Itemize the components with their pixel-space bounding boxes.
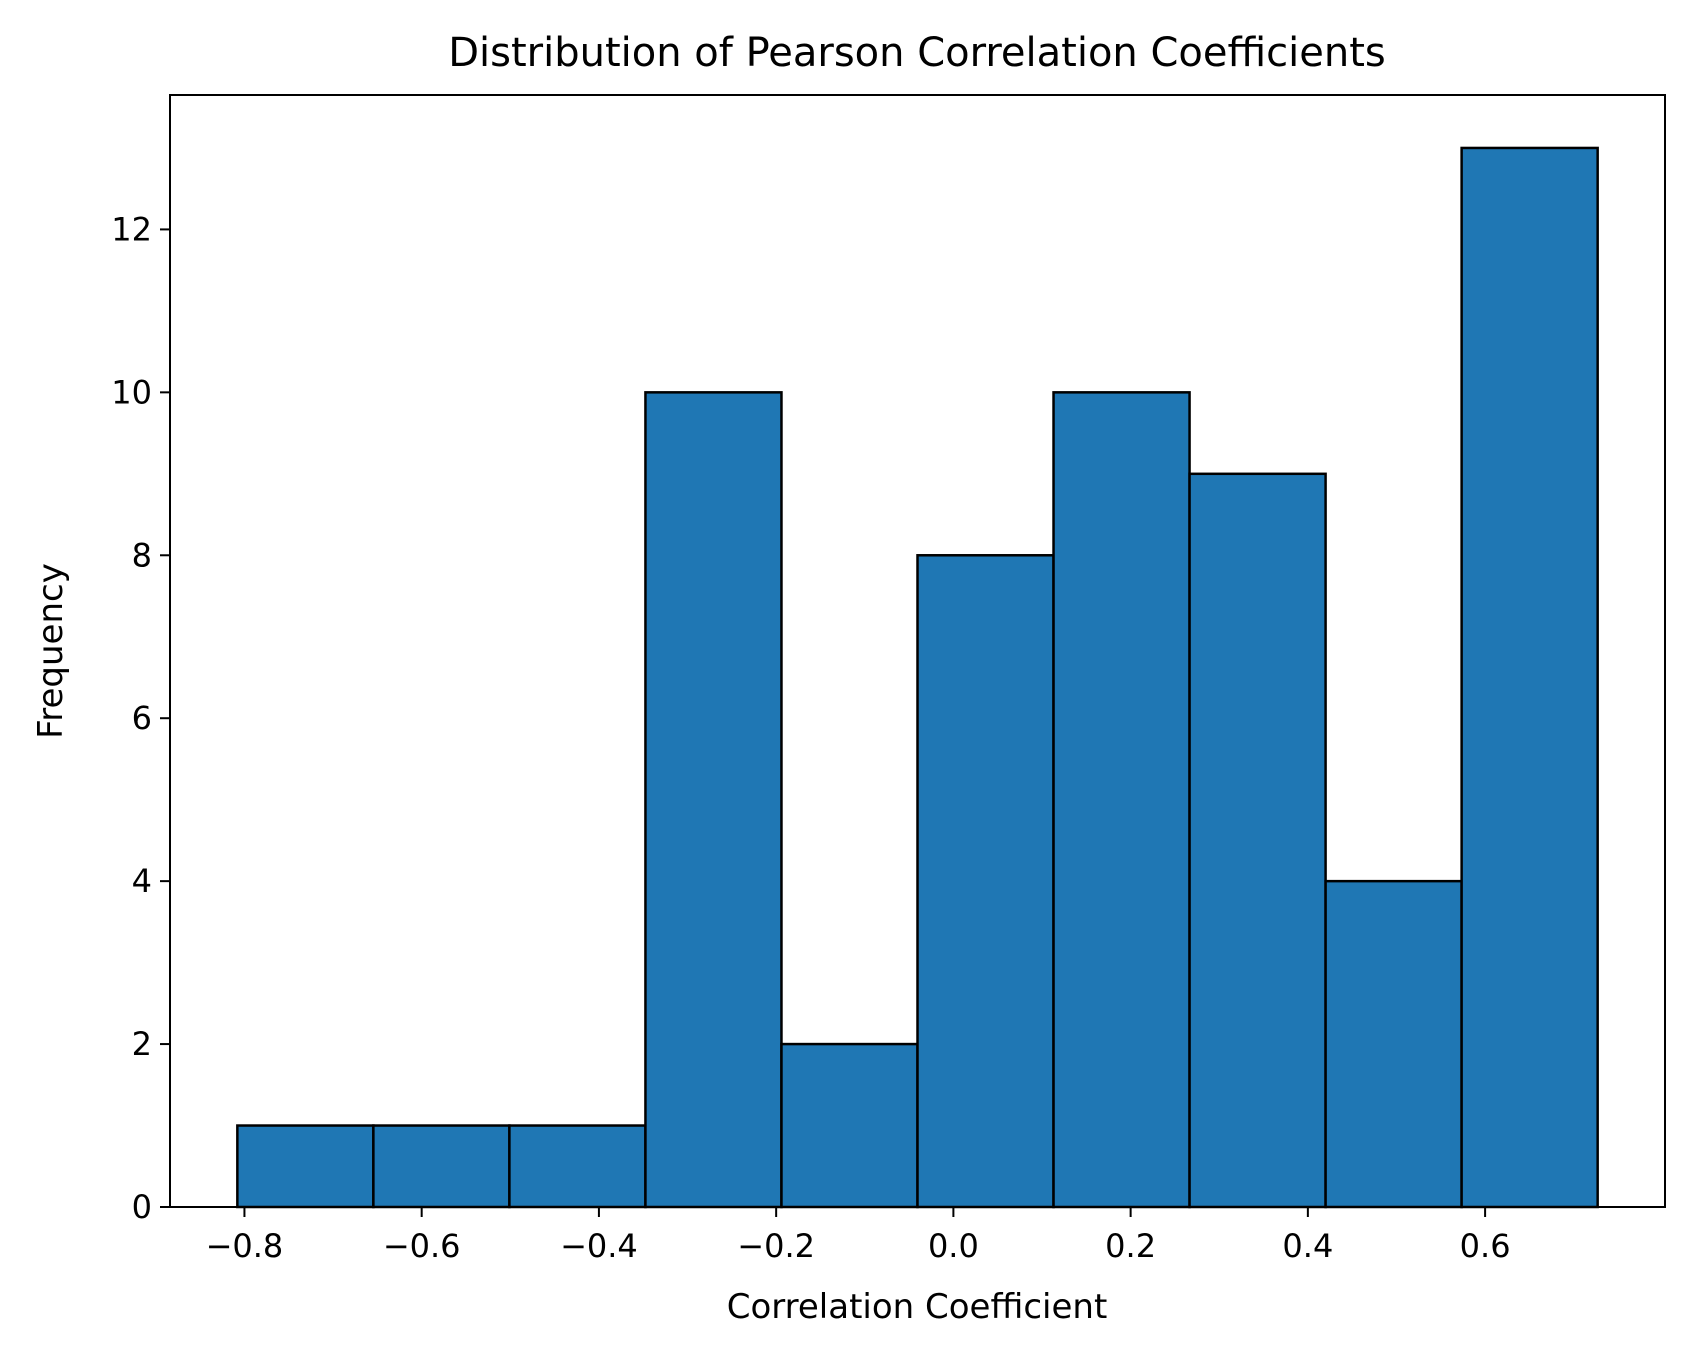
y-tick-label: 12 <box>111 210 152 248</box>
histogram-bar <box>1188 472 1327 1209</box>
histogram-bar <box>1324 879 1463 1209</box>
y-tick-label: 8 <box>132 536 152 574</box>
x-tick-label: −0.2 <box>737 1227 815 1265</box>
x-axis-ticks: −0.8 −0.6 −0.4 −0.2 0.0 0.2 0.4 0.6 <box>206 1207 1511 1265</box>
bars-group <box>236 146 1599 1209</box>
axes-frame <box>169 94 1666 1208</box>
histogram-bar <box>916 554 1055 1209</box>
histogram-bar <box>236 1124 375 1209</box>
y-tick-label: 4 <box>132 862 152 900</box>
histogram-bar <box>644 391 783 1209</box>
y-tick-label: 0 <box>132 1188 152 1226</box>
histogram-bar <box>1052 391 1191 1209</box>
chart-title: Distribution of Pearson Correlation Coef… <box>448 30 1386 76</box>
y-tick-label: 6 <box>132 699 152 737</box>
x-tick-label: 0.4 <box>1282 1227 1333 1265</box>
histogram-bar <box>780 1042 919 1209</box>
x-tick-label: −0.6 <box>383 1227 461 1265</box>
x-tick-label: 0.2 <box>1105 1227 1156 1265</box>
y-axis-label: Frequency <box>31 563 71 739</box>
x-tick-label: 0.6 <box>1460 1227 1511 1265</box>
x-tick-label: −0.4 <box>560 1227 638 1265</box>
x-tick-label: 0.0 <box>928 1227 979 1265</box>
histogram-bar <box>372 1124 511 1209</box>
histogram-bar <box>1460 146 1599 1209</box>
histogram-bar <box>508 1124 647 1209</box>
y-axis-ticks: 0 2 4 6 8 10 12 <box>111 210 170 1226</box>
x-tick-label: −0.8 <box>206 1227 284 1265</box>
y-tick-label: 2 <box>132 1025 152 1063</box>
y-tick-label: 10 <box>111 373 152 411</box>
x-axis-label: Correlation Coefficient <box>727 1287 1108 1327</box>
